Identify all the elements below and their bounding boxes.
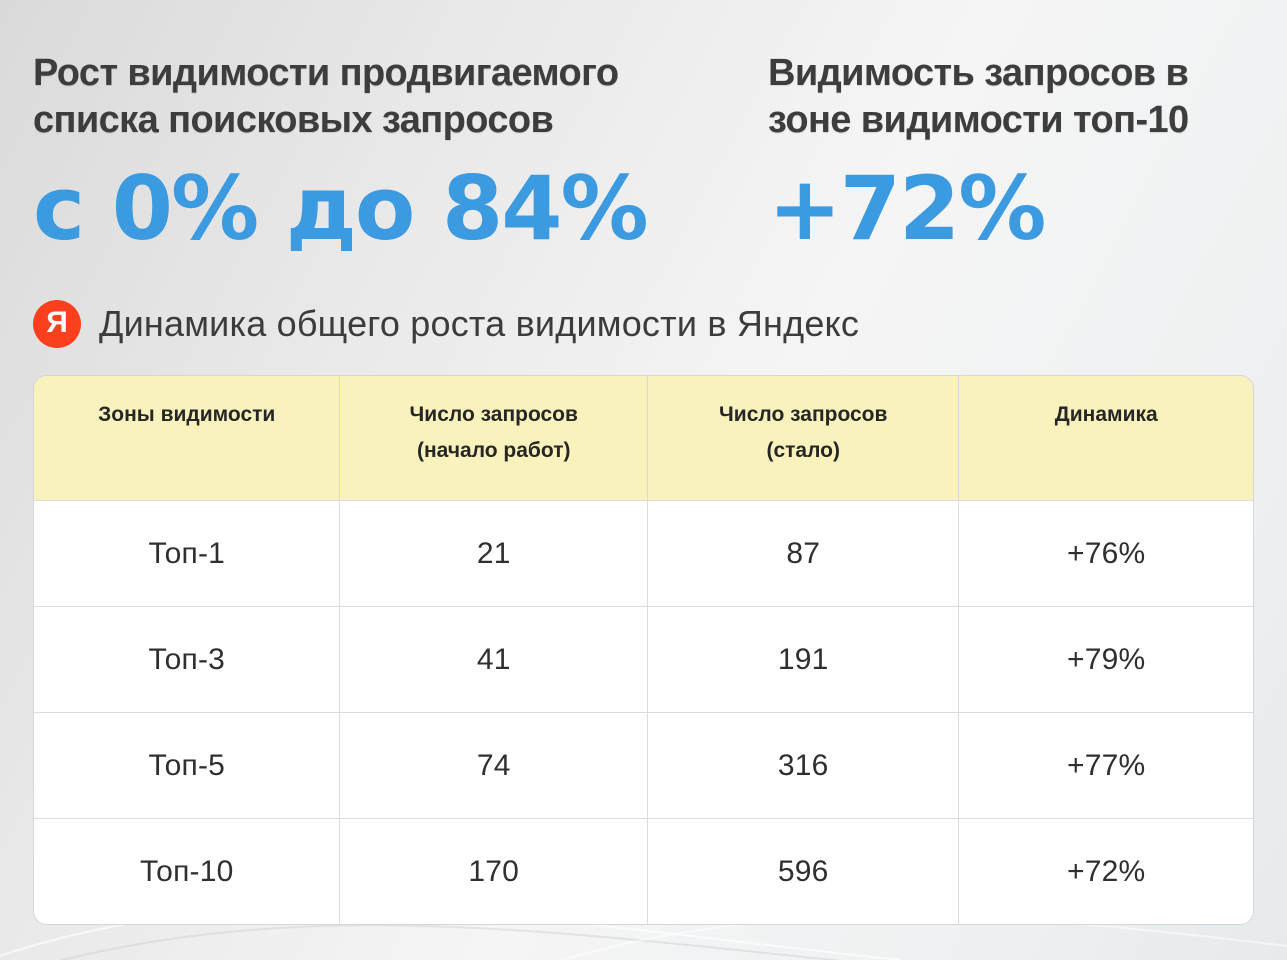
cell-queries-start: 74 [340,713,648,818]
stat-title-left-line1: Рост видимости продвигаемого [33,52,619,94]
cell-queries-now: 191 [648,607,960,712]
stat-block-promoted-list: Рост видимости продвигаемого списка поис… [33,50,768,254]
cell-dynamic: +76% [1067,536,1146,570]
stat-title-right: Видимость запросов в зоне видимости топ-… [768,50,1254,144]
table-header-queries-now: Число запросов (стало) [648,376,960,500]
cell-dynamic: +79% [1067,642,1146,676]
stat-title-right-line1: Видимость запросов в [768,52,1189,94]
stats-header: Рост видимости продвигаемого списка поис… [0,0,1287,254]
table-header-zones: Зоны видимости [34,376,341,500]
stat-title-left-line2: списка поисковых запросов [33,99,554,141]
cell-zone: Топ-3 [34,607,341,712]
visibility-dynamics-table: Зоны видимости Число запросов (начало ра… [33,375,1254,925]
section-header: Я Динамика общего роста видимости в Янде… [0,300,1287,348]
stat-title-right-line2: зоне видимости топ-10 [768,99,1189,141]
cell-dynamic: +77% [1067,748,1146,782]
table-header-zones-label: Зоны видимости [98,403,276,426]
table-header-queries-start: Число запросов (начало работ) [340,376,648,500]
cell-queries-start: 170 [340,819,648,924]
cell-queries-start: 41 [340,607,648,712]
table-header-queries-now-sublabel: (стало) [766,439,840,462]
table-header-row: Зоны видимости Число запросов (начало ра… [34,376,1253,500]
cell-queries-now: 316 [648,713,960,818]
cell-queries-now: 87 [648,501,960,606]
yandex-logo-letter: Я [46,306,68,339]
cell-queries-start: 21 [340,501,648,606]
yandex-logo-icon: Я [33,300,81,348]
cell-zone: Топ-5 [34,713,341,818]
table-row-top1: Топ-1 21 87 +76% [34,500,1253,606]
stat-value-left: с 0% до 84% [33,157,649,260]
stat-block-top10-zone: Видимость запросов в зоне видимости топ-… [768,50,1254,254]
cell-queries-now: 596 [648,819,960,924]
table-header-queries-start-sublabel: (начало работ) [416,439,571,462]
table-header-queries-now-label: Число запросов [719,403,888,426]
cell-zone: Топ-1 [34,501,341,606]
table-header-dynamic-label: Динамика [1054,403,1158,426]
cell-zone: Топ-10 [34,819,341,924]
section-title: Динамика общего роста видимости в Яндекс [99,303,860,344]
cell-dynamic: +72% [1067,854,1146,888]
table-row-top3: Топ-3 41 191 +79% [34,606,1253,712]
table-header-queries-start-label: Число запросов [409,403,578,426]
stat-title-left: Рост видимости продвигаемого списка поис… [33,50,768,144]
table-row-top10: Топ-10 170 596 +72% [34,818,1253,924]
stat-value-right: +72% [768,157,1046,260]
table-row-top5: Топ-5 74 316 +77% [34,712,1253,818]
table-header-dynamic: Динамика [959,376,1253,500]
